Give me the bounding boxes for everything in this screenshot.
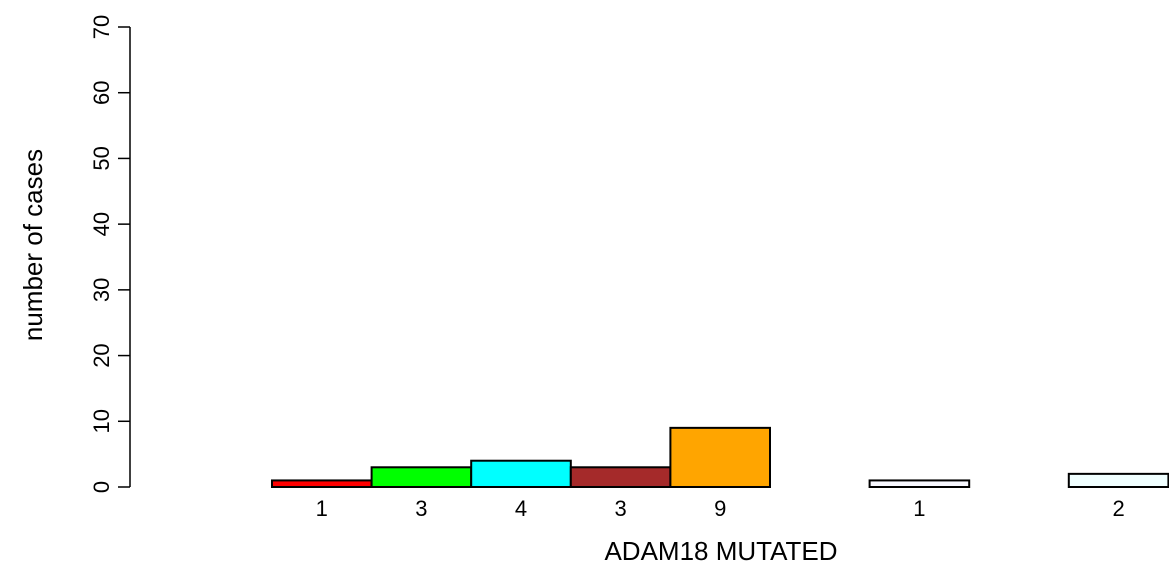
bar [1067, 472, 1169, 489]
bar-value-label: 1 [913, 496, 925, 521]
bar-value-label: 4 [515, 496, 527, 521]
bar [868, 479, 971, 488]
y-axis: 0 10 20 30 40 50 60 70 [89, 15, 131, 493]
bar-value-label: 3 [614, 496, 626, 521]
y-tick-label: 60 [89, 80, 114, 104]
bars [271, 426, 1169, 489]
bar [271, 479, 373, 488]
y-tick-label: 30 [89, 278, 114, 302]
y-tick-label: 0 [89, 481, 114, 493]
bar [569, 466, 672, 488]
bar-value-label: 1 [316, 496, 328, 521]
bar [370, 466, 473, 488]
y-tick-label: 70 [89, 15, 114, 39]
bar-value-label: 3 [415, 496, 427, 521]
y-tick-label: 20 [89, 343, 114, 367]
x-axis-title: ADAM18 MUTATED [604, 536, 837, 566]
bar-value-labels: 1 3 4 3 9 1 2 [316, 496, 1125, 521]
bar [470, 459, 572, 489]
bar-value-label: 9 [714, 496, 726, 521]
bar [669, 426, 772, 489]
bar-value-label: 2 [1112, 496, 1124, 521]
y-tick-label: 50 [89, 146, 114, 170]
y-axis-title: number of cases [18, 149, 48, 341]
y-tick-label: 10 [89, 409, 114, 433]
y-tick-label: 40 [89, 212, 114, 236]
